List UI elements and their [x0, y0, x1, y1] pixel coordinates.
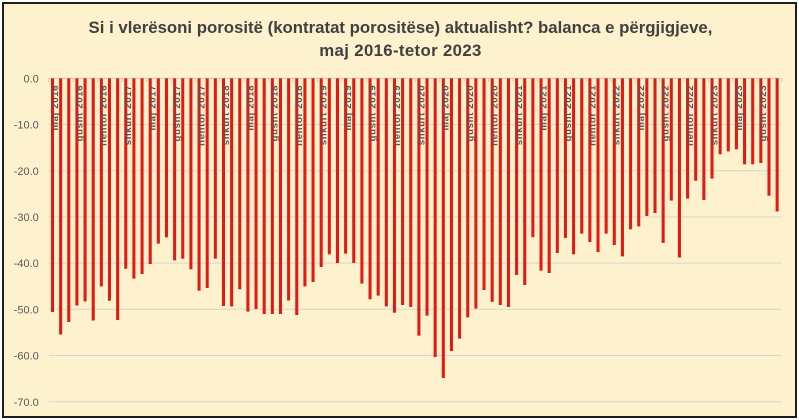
svg-text:gusht 2018: gusht 2018 — [270, 85, 281, 142]
svg-text:nëntor 2021: nëntor 2021 — [587, 85, 598, 146]
svg-text:maj 2017: maj 2017 — [148, 85, 159, 131]
svg-text:nëntor 2017: nëntor 2017 — [196, 85, 207, 146]
svg-text:gusht 2017: gusht 2017 — [172, 85, 183, 142]
svg-text:nëntor 2019: nëntor 2019 — [392, 85, 403, 146]
svg-text:shkurt 2022: shkurt 2022 — [612, 85, 623, 145]
svg-text:shkurt 2019: shkurt 2019 — [319, 85, 330, 145]
svg-text:maj 2019: maj 2019 — [343, 85, 354, 131]
svg-text:shkurt 2017: shkurt 2017 — [123, 85, 134, 145]
svg-text:-70.0: -70.0 — [14, 397, 39, 409]
svg-text:gusht 2022: gusht 2022 — [661, 85, 672, 142]
svg-text:maj 2022: maj 2022 — [636, 85, 647, 131]
svg-text:maj 2016: maj 2016 — [50, 85, 61, 131]
svg-text:gusht 2023: gusht 2023 — [758, 85, 769, 142]
svg-text:shkurt 2021: shkurt 2021 — [514, 85, 525, 145]
svg-text:-50.0: -50.0 — [14, 304, 39, 316]
svg-text:0.0: 0.0 — [24, 73, 39, 85]
svg-text:nëntor 2018: nëntor 2018 — [294, 85, 305, 146]
svg-text:maj 2020: maj 2020 — [441, 85, 452, 131]
svg-text:maj 2018: maj 2018 — [245, 85, 256, 131]
svg-text:shkurt 2020: shkurt 2020 — [416, 85, 427, 145]
svg-text:nëntor 2020: nëntor 2020 — [490, 85, 501, 146]
svg-text:nëntor 2016: nëntor 2016 — [99, 85, 110, 146]
svg-text:maj 2021: maj 2021 — [538, 85, 549, 131]
svg-text:gusht 2019: gusht 2019 — [367, 85, 378, 142]
svg-text:shkurt 2023: shkurt 2023 — [709, 85, 720, 145]
svg-text:gusht 2020: gusht 2020 — [465, 85, 476, 142]
svg-text:shkurt 2018: shkurt 2018 — [221, 85, 232, 145]
svg-text:nëntor 2022: nëntor 2022 — [685, 85, 696, 146]
svg-text:-40.0: -40.0 — [14, 258, 39, 270]
svg-text:gusht 2021: gusht 2021 — [563, 85, 574, 142]
svg-text:-20.0: -20.0 — [14, 166, 39, 178]
svg-text:-10.0: -10.0 — [14, 120, 39, 132]
svg-text:gusht 2016: gusht 2016 — [74, 85, 85, 142]
svg-text:-60.0: -60.0 — [14, 351, 39, 363]
svg-text:maj 2023: maj 2023 — [734, 85, 745, 131]
svg-text:-30.0: -30.0 — [14, 212, 39, 224]
